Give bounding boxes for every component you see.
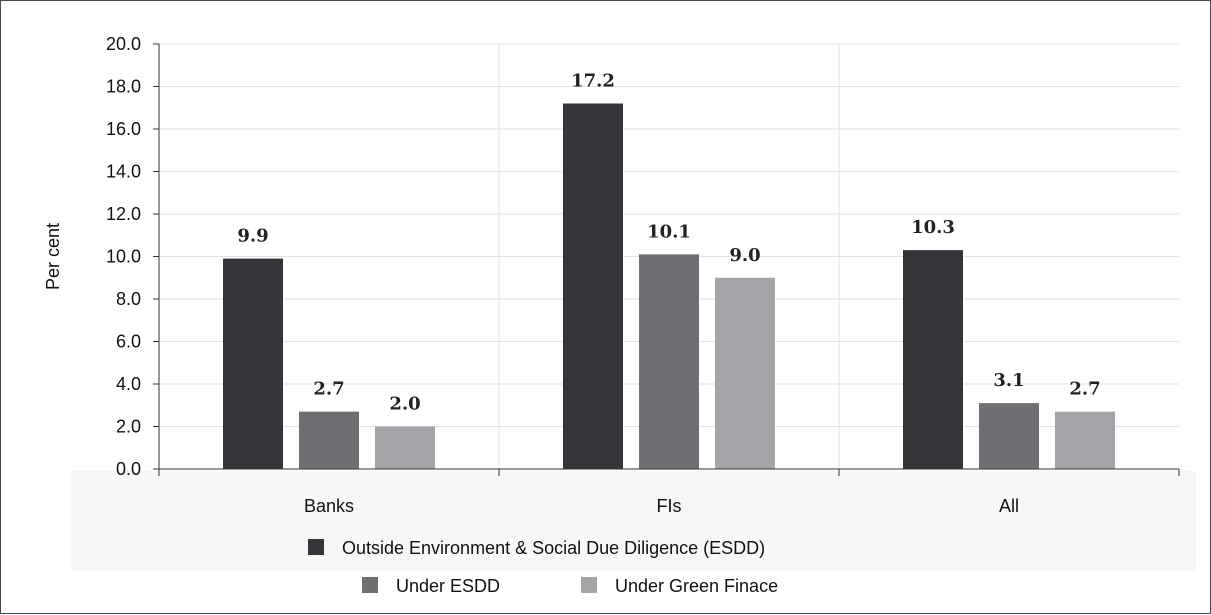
y-tick-label: 8.0 <box>116 289 141 309</box>
x-category-label: All <box>999 496 1019 516</box>
y-tick-label: 14.0 <box>106 162 141 182</box>
data-label: 2.0 <box>389 394 420 415</box>
x-category-label: Banks <box>304 496 354 516</box>
x-category-labels: Banks FIs All <box>304 496 1019 516</box>
y-tick-label: 18.0 <box>106 77 141 97</box>
y-tick-label: 10.0 <box>106 247 141 267</box>
legend-label: Outside Environment & Social Due Diligen… <box>342 538 765 558</box>
bar <box>563 103 623 469</box>
bars <box>223 103 1115 469</box>
data-label: 2.7 <box>1069 379 1100 400</box>
data-label: 2.7 <box>313 379 344 400</box>
data-label: 3.1 <box>993 370 1024 391</box>
bar <box>639 254 699 469</box>
y-tick-label: 12.0 <box>106 204 141 224</box>
bar <box>375 426 435 469</box>
y-tick-label: 4.0 <box>116 374 141 394</box>
bar <box>1055 411 1115 469</box>
data-label: 9.0 <box>729 245 760 266</box>
legend-label: Under ESDD <box>396 576 500 596</box>
legend-swatch <box>362 577 378 593</box>
data-label: 10.3 <box>911 217 955 238</box>
y-tick-label: 0.0 <box>116 459 141 479</box>
bar <box>979 403 1039 469</box>
y-tick-label: 16.0 <box>106 119 141 139</box>
bar <box>223 258 283 469</box>
y-tick-label: 6.0 <box>116 332 141 352</box>
bar <box>715 277 775 469</box>
x-category-label: FIs <box>657 496 682 516</box>
data-label: 17.2 <box>571 71 615 92</box>
data-labels: 9.9 2.7 2.0 17.2 10.1 9.0 10.3 3.1 2.7 <box>237 71 1100 415</box>
bar <box>903 250 963 469</box>
bar <box>299 411 359 469</box>
y-axis-label: Per cent <box>43 223 63 290</box>
lower-band <box>71 471 1196 571</box>
legend-swatch <box>308 539 324 555</box>
data-label: 10.1 <box>647 221 691 242</box>
axes <box>153 43 1180 476</box>
y-tick-label: 2.0 <box>116 417 141 437</box>
data-label: 9.9 <box>237 226 268 247</box>
y-tick-label: 20.0 <box>106 34 141 54</box>
legend-label: Under Green Finace <box>615 576 778 596</box>
legend-swatch <box>581 577 597 593</box>
legend: Outside Environment & Social Due Diligen… <box>308 538 778 596</box>
y-tick-labels: 0.0 2.0 4.0 6.0 8.0 10.0 12.0 14.0 16.0 18.0 20.0 <box>106 34 141 479</box>
